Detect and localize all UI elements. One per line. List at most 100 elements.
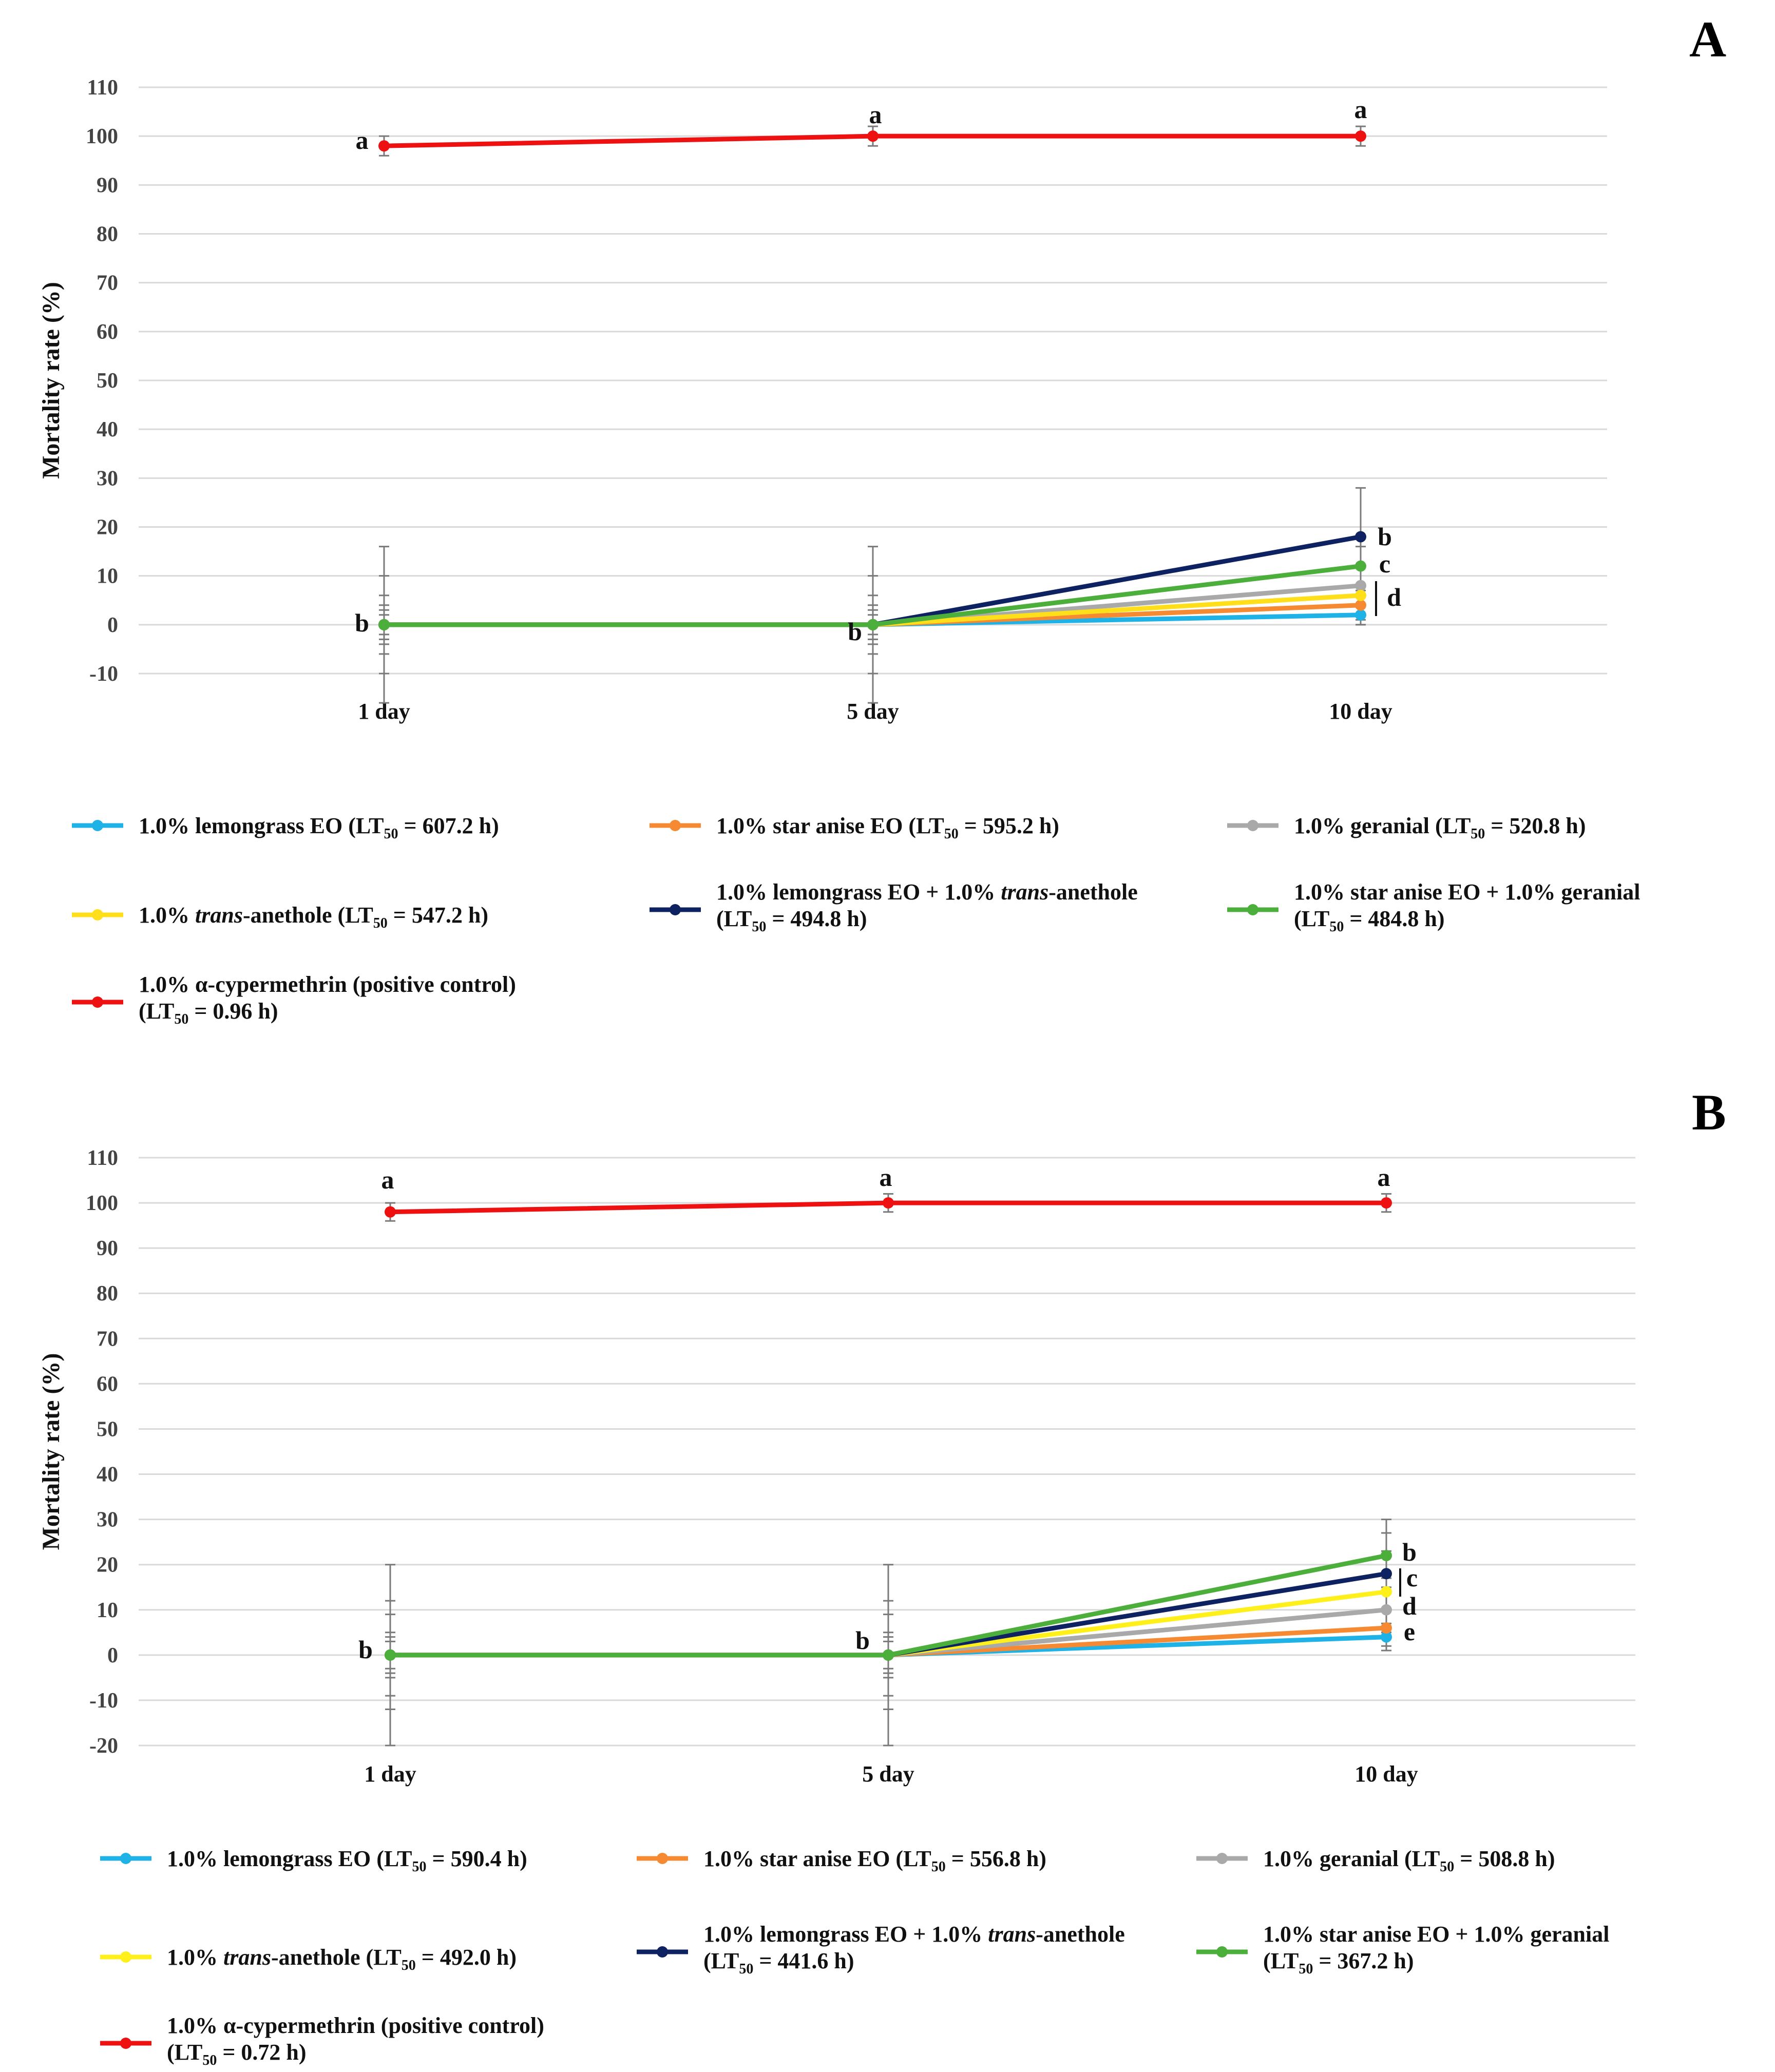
data-point-cypermethrin [1381, 1197, 1392, 1209]
legend-text-span: (LT [1294, 906, 1329, 931]
significance-letter: b [355, 608, 369, 637]
legend-text-span: trans [223, 1945, 271, 1970]
legend-text-span: 50 [752, 919, 766, 935]
legend-label: 1.0% star anise EO + 1.0% geranial [1294, 879, 1640, 905]
y-tick-label: 20 [97, 1553, 118, 1577]
data-point-lemongrass [1381, 1631, 1392, 1643]
chart-panel-B: B1101009080706050403020100-10-20Mortalit… [37, 1084, 1726, 2068]
y-tick-label: 50 [97, 1417, 118, 1441]
data-point-staranise_geranial [1381, 1550, 1392, 1562]
y-tick-label: 10 [97, 565, 118, 588]
legend-label-line2: (LT50 = 0.96 h) [139, 999, 278, 1027]
data-point-staranise_geranial [867, 619, 879, 630]
data-point-lemongrass [1355, 609, 1366, 621]
y-tick-label: 60 [97, 320, 118, 344]
data-point-staranise [1381, 1622, 1392, 1634]
legend-text-span: 50 [739, 1961, 753, 1977]
legend-text-span: 1.0% star anise EO + 1.0% geranial [1294, 879, 1640, 905]
legend-label: 1.0% trans-anethole (LT50 = 547.2 h) [139, 903, 488, 931]
legend-text-span: 1.0% α-cypermethrin (positive control) [167, 2013, 544, 2038]
legend-text-span: 50 [1329, 919, 1344, 935]
significance-letter: c [1379, 549, 1390, 578]
legend-text-span: -anethole [1048, 879, 1138, 905]
y-tick-label: 10 [97, 1599, 118, 1622]
legend-item-geranial: 1.0% geranial (LT50 = 520.8 h) [1227, 813, 1586, 842]
legend-swatch-marker [1247, 820, 1258, 831]
legend-text-span: (LT [703, 1948, 739, 1973]
y-axis-label: Mortality rate (%) [37, 282, 65, 479]
legend-label-line2: (LT50 = 484.8 h) [1294, 906, 1445, 935]
legend-text-span: 1.0% geranial (LT [1263, 1846, 1440, 1871]
x-tick-label: 1 day [364, 1761, 416, 1787]
significance-letter: a [1354, 95, 1367, 124]
legend-label: 1.0% geranial (LT50 = 520.8 h) [1294, 813, 1586, 842]
y-tick-label: 100 [86, 125, 118, 148]
legend-text-span: trans [1001, 879, 1048, 905]
legend-text-span: trans [195, 903, 243, 928]
legend-label: 1.0% geranial (LT50 = 508.8 h) [1263, 1846, 1555, 1875]
legend-text-span: (LT [139, 999, 174, 1024]
legend-swatch-marker [120, 2038, 131, 2049]
x-tick-label: 10 day [1329, 699, 1392, 724]
data-point-cypermethrin [378, 140, 390, 152]
legend-swatch-marker [1216, 1853, 1228, 1864]
significance-letter: a [880, 1163, 892, 1192]
data-point-anethole [1381, 1586, 1392, 1598]
data-point-anethole [1355, 589, 1366, 601]
legend-swatch-marker [120, 1951, 131, 1963]
legend-label-line2: (LT50 = 494.8 h) [716, 906, 867, 935]
legend-swatch-marker [670, 820, 681, 831]
y-tick-label: 80 [97, 1282, 118, 1306]
y-tick-label: 110 [87, 76, 118, 100]
data-point-lemongrass_anethole [1381, 1568, 1392, 1580]
y-tick-label: 80 [97, 223, 118, 246]
legend-text-span: 50 [373, 915, 388, 931]
legend-label: 1.0% α-cypermethrin (positive control) [139, 972, 516, 997]
legend-text-span: 1.0% star anise EO + 1.0% geranial [1263, 1922, 1609, 1947]
legend-label-line2: (LT50 = 441.6 h) [703, 1948, 854, 1977]
legend-text-span: = 0.72 h) [217, 2040, 306, 2065]
legend-item-staranise: 1.0% star anise EO (LT50 = 556.8 h) [637, 1846, 1046, 1875]
legend-text-span: 50 [944, 826, 959, 842]
legend-text-span: 1.0% lemongrass EO (LT [139, 813, 384, 838]
legend-text-span: = 520.8 h) [1485, 813, 1586, 838]
legend-text-span: = 590.4 h) [427, 1846, 527, 1871]
data-point-cypermethrin [883, 1197, 894, 1209]
y-tick-label: 90 [97, 1237, 118, 1260]
legend-text-span: -anethole (LT [271, 1945, 402, 1970]
legend-item-staranise: 1.0% star anise EO (LT50 = 595.2 h) [650, 813, 1059, 842]
legend-swatch-marker [657, 1853, 668, 1864]
legend-text-span: = 492.0 h) [416, 1945, 517, 1970]
legend-text-span: (LT [167, 2040, 202, 2065]
legend-swatch-marker [92, 820, 103, 831]
legend-text-span: = 547.2 h) [388, 903, 488, 928]
data-point-cypermethrin [867, 130, 879, 142]
legend-label: 1.0% star anise EO + 1.0% geranial [1263, 1922, 1609, 1947]
legend-label: 1.0% star anise EO (LT50 = 556.8 h) [703, 1846, 1046, 1875]
legend-item-staranise_geranial: 1.0% star anise EO + 1.0% geranial(LT50 … [1227, 879, 1640, 935]
legend-swatch-marker [1247, 904, 1258, 915]
legend-text-span: 1.0% star anise EO (LT [716, 813, 944, 838]
y-tick-label: 40 [97, 418, 118, 442]
y-tick-label: 60 [97, 1372, 118, 1396]
legend-text-span: = 0.96 h) [188, 999, 278, 1024]
legend-swatch-marker [670, 904, 681, 915]
legend-label: 1.0% lemongrass EO + 1.0% trans-anethole [703, 1922, 1125, 1947]
y-tick-label: 0 [107, 1644, 118, 1667]
legend-text-span: 50 [412, 1859, 427, 1875]
legend-swatch-marker [92, 996, 103, 1008]
significance-letter: c [1406, 1563, 1418, 1592]
legend-text-span: = 441.6 h) [753, 1948, 854, 1973]
legend-item-lemongrass_anethole: 1.0% lemongrass EO + 1.0% trans-anethole… [637, 1922, 1125, 1977]
legend-text-span: 1.0% star anise EO (LT [703, 1846, 931, 1871]
data-point-staranise [1355, 599, 1366, 611]
data-point-staranise_geranial [378, 619, 390, 630]
legend-text-span: 1.0% lemongrass EO + 1.0% [703, 1922, 988, 1947]
significance-letter: d [1387, 583, 1401, 611]
significance-letter: a [356, 126, 369, 155]
legend-text-span: (LT [716, 906, 752, 931]
legend-item-lemongrass: 1.0% lemongrass EO (LT50 = 607.2 h) [72, 813, 499, 842]
significance-letter: b [1402, 1538, 1417, 1566]
significance-letter: a [1378, 1163, 1390, 1192]
